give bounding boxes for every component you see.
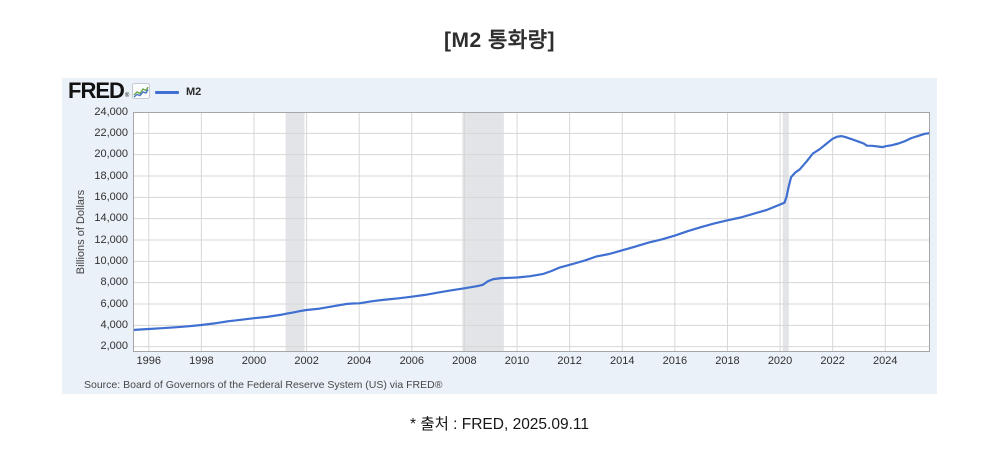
recession-band <box>462 112 504 352</box>
x-tick-label: 1996 <box>136 355 162 367</box>
x-tick-label: 2024 <box>873 355 898 367</box>
x-tick-label: 2006 <box>399 355 425 367</box>
x-tick-label: 1998 <box>189 355 214 367</box>
y-tick-label: 22,000 <box>94 126 128 139</box>
fred-chart-card: FRED ® M2 Billions of Dollars 2,000 4,000 6… <box>62 78 937 394</box>
plot-area <box>133 112 930 352</box>
y-tick-label: 14,000 <box>94 212 128 225</box>
sparkline-icon <box>132 83 151 99</box>
source-note: Source: Board of Governors of the Federa… <box>84 379 443 391</box>
fred-logo: FRED ® <box>68 78 151 103</box>
x-tick-label: 2020 <box>767 355 793 367</box>
x-tick-label: 2004 <box>346 355 372 367</box>
y-tick-label: 18,000 <box>94 169 128 182</box>
x-tick-label: 2000 <box>241 355 267 367</box>
caption: * 출처 : FRED, 2025.09.11 <box>409 416 589 433</box>
y-tick-label: 12,000 <box>94 233 128 246</box>
registered-mark: ® <box>124 93 130 99</box>
recession-band <box>782 112 789 352</box>
x-tick-label: 2018 <box>715 355 740 367</box>
y-tick-label: 20,000 <box>94 148 128 161</box>
x-tick-label: 2016 <box>662 355 688 367</box>
x-tick-label: 2022 <box>820 355 845 367</box>
legend-line-swatch <box>155 90 179 94</box>
y-tick-label: 6,000 <box>100 297 128 310</box>
page-title: [M2 통화량] <box>444 29 555 52</box>
y-tick-label: 24,000 <box>94 105 128 118</box>
legend-label: M2 <box>186 86 202 98</box>
recession-band <box>285 112 305 352</box>
y-tick-label: 16,000 <box>94 190 128 203</box>
y-tick-label: 2,000 <box>100 340 128 353</box>
y-tick-label: 10,000 <box>94 254 128 267</box>
x-tick-label: 2012 <box>557 355 582 367</box>
y-tick-label: 4,000 <box>100 318 128 331</box>
y-tick-label: 8,000 <box>100 276 128 289</box>
x-tick-label: 2002 <box>294 355 319 367</box>
x-tick-label: 2010 <box>504 355 530 367</box>
fred-wordmark: FRED <box>68 78 125 103</box>
legend: M2 <box>155 85 201 99</box>
m2-series-line <box>133 132 930 332</box>
x-tick-label: 2008 <box>452 355 477 367</box>
x-tick-label: 2014 <box>609 355 635 367</box>
